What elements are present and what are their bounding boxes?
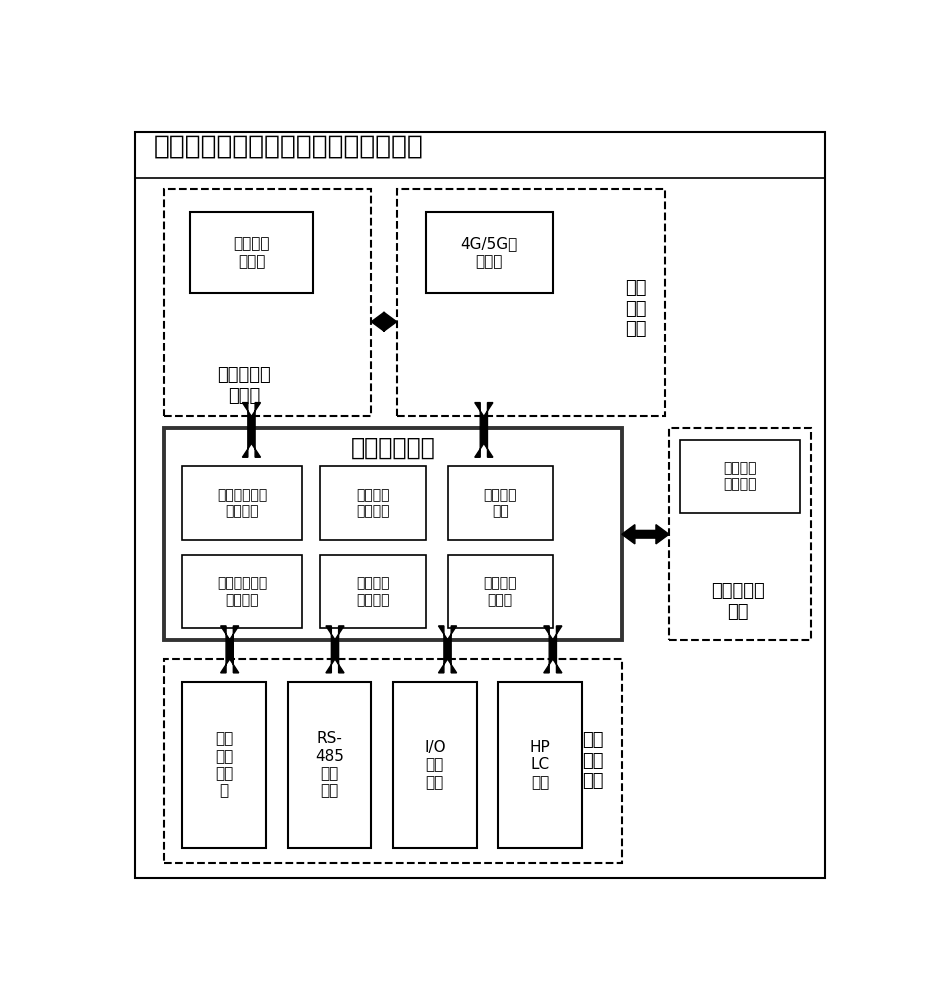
Bar <box>668 428 810 640</box>
Text: HP
LC
模块: HP LC 模块 <box>529 740 550 790</box>
Polygon shape <box>543 626 562 673</box>
Text: 以太
网通
信模
块: 以太 网通 信模 块 <box>215 731 233 798</box>
Text: I/O
总线
模块: I/O 总线 模块 <box>424 740 446 790</box>
Polygon shape <box>242 403 260 457</box>
Polygon shape <box>622 525 668 544</box>
Bar <box>183 555 302 628</box>
Text: 通信规约
管理模块: 通信规约 管理模块 <box>356 488 389 518</box>
Bar <box>164 189 371 416</box>
Polygon shape <box>475 403 492 457</box>
Text: 发送数据缓
存单元: 发送数据缓 存单元 <box>217 366 271 405</box>
Bar <box>183 466 302 540</box>
Bar <box>320 555 425 628</box>
Text: 上行通信接口
控制模块: 上行通信接口 控制模块 <box>217 488 268 518</box>
Text: 优先级配
置模块: 优先级配 置模块 <box>483 577 517 607</box>
Text: 发送数据
缓存区: 发送数据 缓存区 <box>233 237 270 269</box>
Polygon shape <box>438 626 456 673</box>
Text: 数据管理
模块: 数据管理 模块 <box>483 488 517 518</box>
Bar <box>447 466 552 540</box>
Bar <box>393 682 476 848</box>
Bar <box>447 555 552 628</box>
Text: 上行
通信
单元: 上行 通信 单元 <box>625 279 647 338</box>
Bar <box>425 212 552 293</box>
Text: 优先级规
则缓存区: 优先级规 则缓存区 <box>723 461 755 491</box>
Text: RS-
485
串口
模块: RS- 485 串口 模块 <box>314 731 344 798</box>
Text: 优先级配置
单元: 优先级配置 单元 <box>710 582 764 621</box>
Text: 本机参数
配置模块: 本机参数 配置模块 <box>356 577 389 607</box>
Text: 下行通信接口
控制模块: 下行通信接口 控制模块 <box>217 577 268 607</box>
Text: 可动态配置优先级的多源数据转发装置: 可动态配置优先级的多源数据转发装置 <box>154 134 423 160</box>
Bar <box>164 659 622 863</box>
Bar <box>287 682 371 848</box>
Text: 中央控制单元: 中央控制单元 <box>350 435 435 459</box>
Bar <box>183 682 266 848</box>
Bar <box>320 466 425 540</box>
Bar <box>396 189 665 416</box>
Text: 4G/5G通
信模块: 4G/5G通 信模块 <box>461 237 518 269</box>
Polygon shape <box>371 312 396 331</box>
Bar <box>164 428 622 640</box>
Polygon shape <box>326 626 344 673</box>
Text: 下行
通信
单元: 下行 通信 单元 <box>581 731 603 790</box>
Polygon shape <box>220 626 239 673</box>
Bar <box>498 682 581 848</box>
Bar <box>189 212 313 293</box>
Bar <box>680 440 799 513</box>
